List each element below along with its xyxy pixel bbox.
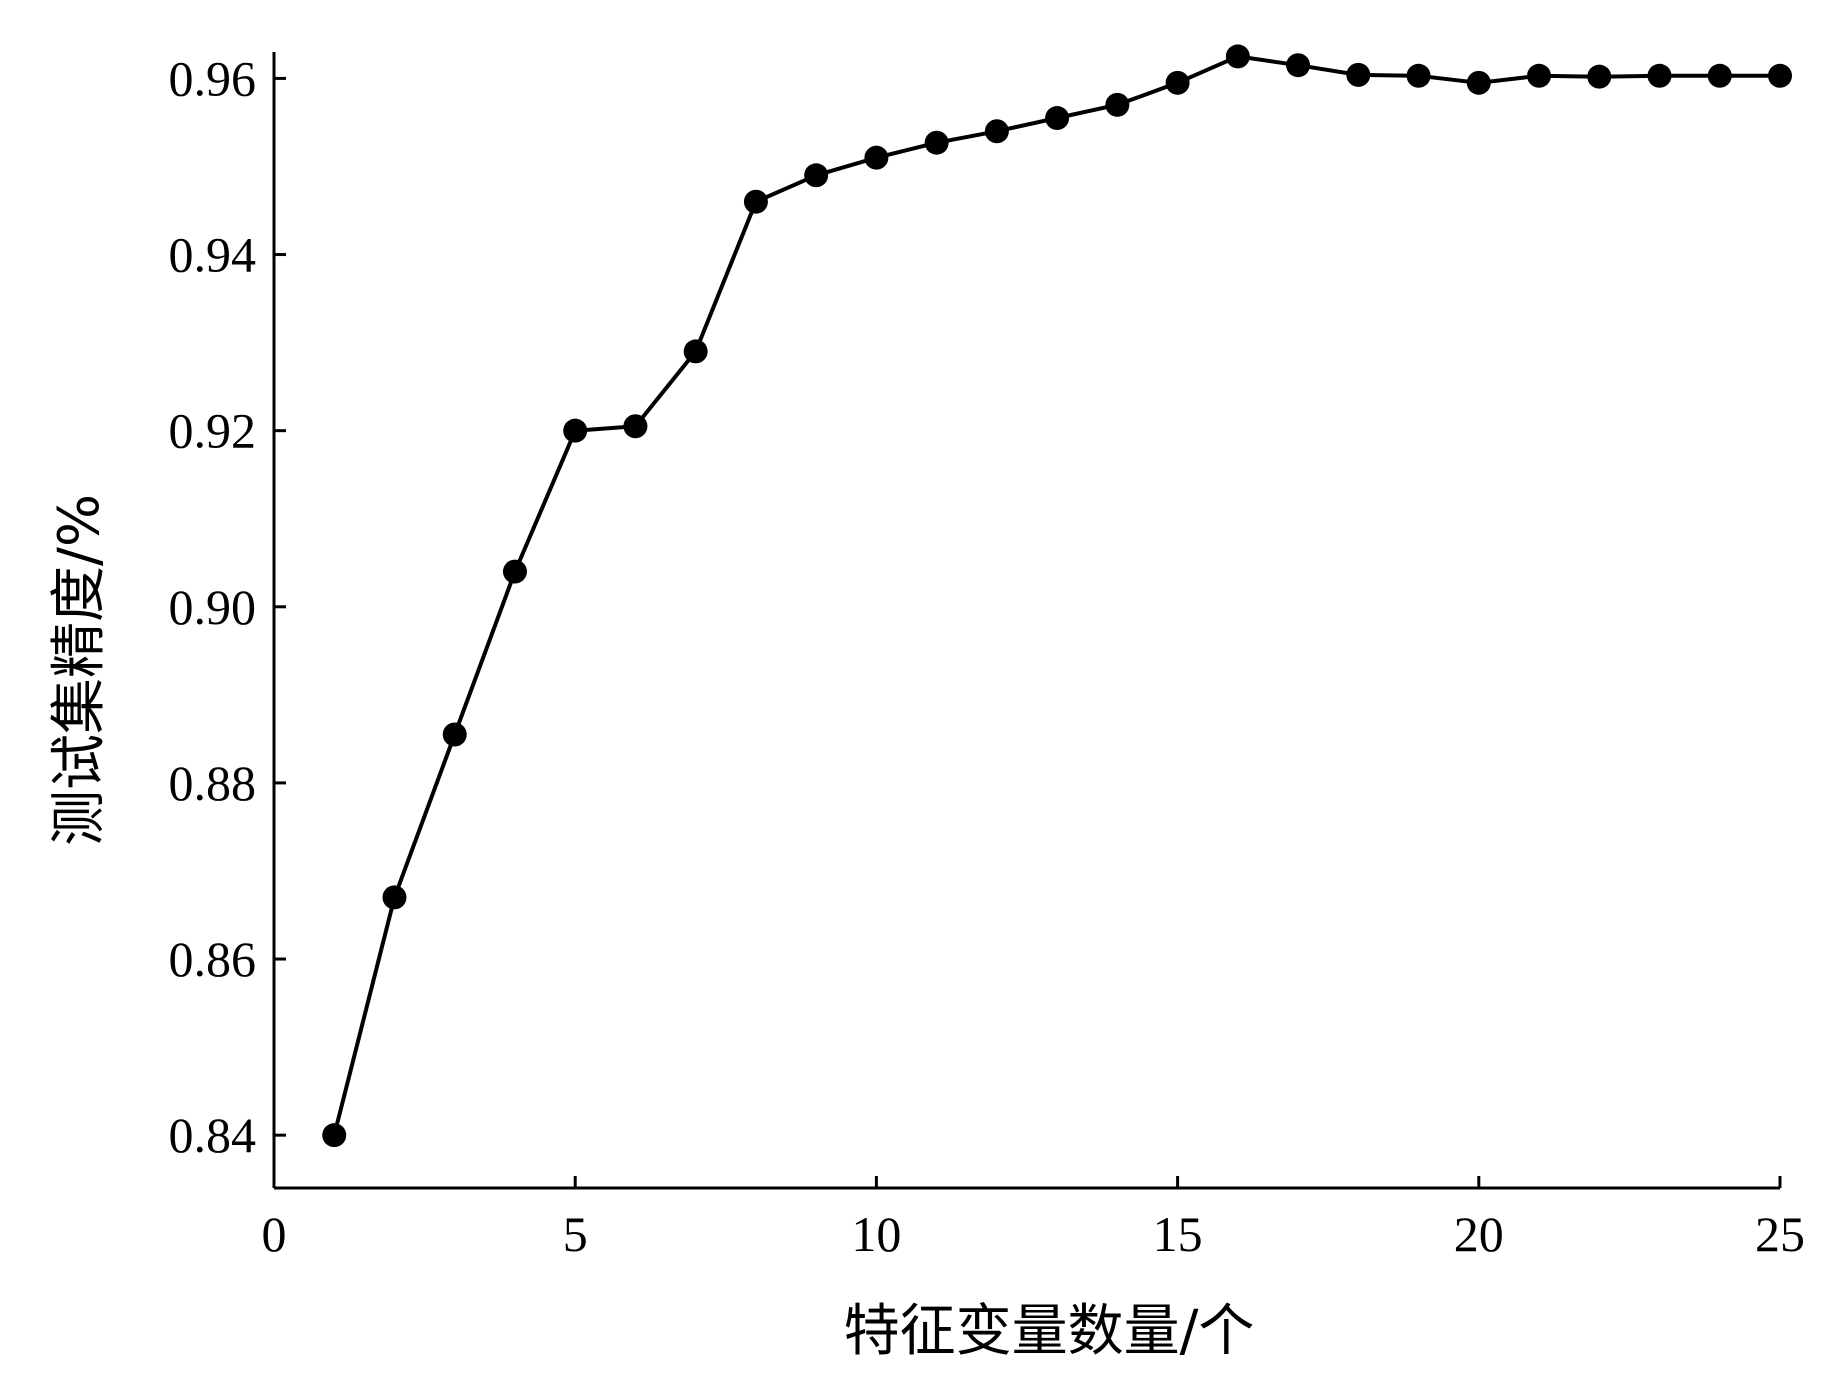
y-tick-label: 0.90 — [169, 579, 257, 635]
x-axis-title: 特征变量数量/个 — [844, 1299, 1255, 1364]
data-point — [1225, 44, 1250, 69]
x-tick-label: 15 — [1153, 1206, 1203, 1262]
x-tick-label: 25 — [1755, 1206, 1805, 1262]
data-point — [1707, 63, 1732, 88]
axes — [272, 52, 1780, 1190]
data-point — [804, 163, 829, 188]
y-axis-ticks: 0.84 0.86 0.88 0.90 0.92 0.94 0.96 — [169, 50, 286, 1163]
y-tick-label: 0.84 — [169, 1107, 257, 1163]
x-tick-label: 5 — [563, 1206, 588, 1262]
data-point — [623, 414, 648, 439]
data-point — [502, 559, 527, 584]
data-point — [924, 130, 949, 155]
data-point — [1466, 70, 1491, 95]
data-point — [563, 418, 588, 443]
data-point — [1587, 64, 1612, 89]
data-point — [1768, 63, 1792, 88]
series-line — [332, 54, 1780, 1136]
data-point — [683, 339, 708, 364]
data-point — [382, 885, 407, 910]
data-point — [1346, 62, 1371, 87]
y-tick-label: 0.96 — [169, 50, 257, 106]
data-point — [1406, 63, 1431, 88]
x-axis-ticks: 0 5 10 15 20 25 — [262, 1176, 1805, 1262]
data-point — [322, 1123, 347, 1148]
data-point — [864, 145, 889, 170]
y-tick-label: 0.94 — [169, 227, 257, 283]
y-tick-label: 0.86 — [169, 931, 257, 987]
data-point — [1045, 106, 1070, 131]
data-point — [984, 119, 1009, 144]
x-tick-label: 0 — [262, 1206, 287, 1262]
data-point — [1647, 63, 1672, 88]
data-point — [1527, 63, 1552, 88]
data-point — [743, 189, 768, 214]
y-tick-label: 0.88 — [169, 755, 257, 811]
data-point — [442, 722, 467, 747]
data-point — [1286, 53, 1311, 78]
data-point — [1165, 70, 1190, 95]
y-tick-label: 0.92 — [169, 403, 257, 459]
x-tick-label: 10 — [851, 1206, 901, 1262]
series-layer — [322, 44, 1792, 1148]
y-axis-title: 测试集精度/% — [47, 494, 112, 846]
x-tick-label: 20 — [1454, 1206, 1504, 1262]
data-point — [1105, 92, 1130, 117]
